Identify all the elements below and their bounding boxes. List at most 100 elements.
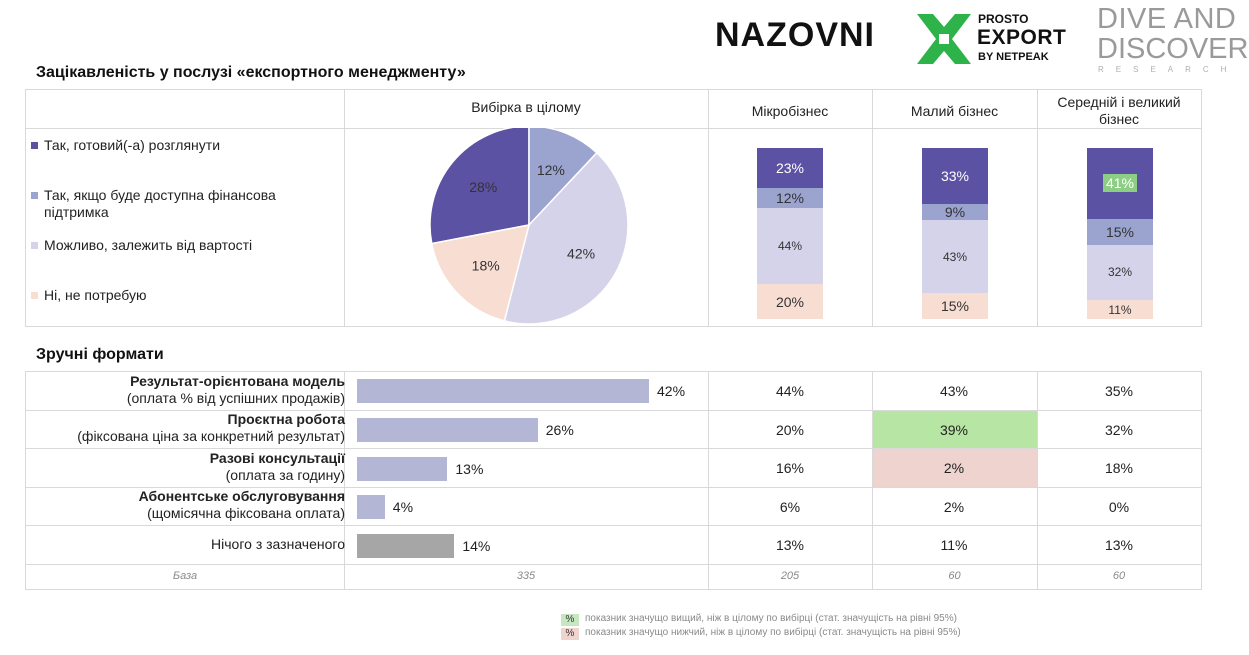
stacked-bar-label: 20% [775, 293, 805, 310]
prosto-export-mark-icon [917, 14, 971, 64]
stacked-bar-segment: 15% [922, 293, 988, 319]
format-row-label: Абонентське обслуговування (щомісячна фі… [139, 488, 345, 522]
grid-line [344, 89, 345, 327]
format-subtitle: (оплата за годину) [225, 467, 345, 483]
format-bar-label: 14% [462, 538, 491, 554]
grid-line [25, 371, 26, 590]
stacked-bar-segment: 23% [757, 148, 823, 188]
stacked-bar-segment: 32% [1087, 244, 1153, 300]
table-cell-value: 18% [1104, 460, 1134, 476]
base-label: База [172, 570, 198, 582]
stacked-bar-segment: 33% [922, 148, 988, 205]
stacked-bar-segment: 41% [1087, 148, 1153, 219]
prosto-line2: EXPORT [977, 26, 1067, 49]
dive-line3: RESEARCH [1098, 65, 1239, 74]
pie-slice-label: 18% [472, 258, 500, 274]
stacked-bar-label: 9% [944, 204, 966, 221]
stacked-bar-segment: 15% [1087, 218, 1153, 245]
grid-line [25, 564, 1202, 565]
table-cell-value: 43% [939, 383, 969, 399]
format-bar-label: 13% [455, 461, 484, 477]
table-cell-value: 6% [779, 499, 801, 515]
format-subtitle: Нічого з зазначеного [211, 536, 345, 552]
format-bar [357, 457, 448, 481]
format-row-label: Результат-орієнтована модель (оплата % в… [127, 373, 345, 407]
format-subtitle: (фіксована ціна за конкретний результат) [77, 428, 345, 444]
format-title: Результат-орієнтована модель [130, 373, 345, 389]
legend-label: Ні, не потребую [44, 287, 147, 303]
table-cell-value: 44% [775, 383, 805, 399]
format-title: Разові консультації [209, 450, 345, 466]
format-subtitle: (щомісячна фіксована оплата) [147, 505, 345, 521]
pie-slice-label: 28% [469, 179, 497, 195]
legend-swatch [31, 242, 38, 249]
significance-low-cell [873, 449, 1037, 487]
grid-line [708, 89, 709, 327]
grid-line [25, 525, 1202, 526]
format-bar [357, 495, 385, 519]
format-row-label: Нічого з зазначеного [211, 536, 345, 553]
grid-line [25, 589, 1202, 590]
section1-title: Зацікавленість у послузі «експортного ме… [36, 64, 466, 81]
format-bar [357, 418, 538, 442]
grid-line [25, 410, 1202, 411]
grid-line [25, 371, 1202, 372]
grid-line [25, 89, 26, 327]
format-bar-label: 42% [657, 383, 686, 399]
legend-swatch [31, 142, 38, 149]
format-row-label: Разові консультації (оплата за годину) [210, 450, 345, 484]
table-cell-value: 32% [1104, 422, 1134, 438]
stacked-bar-segment: 20% [757, 284, 823, 319]
base-total: 335 [516, 570, 536, 582]
table-cell-value: 2% [943, 460, 965, 476]
legend-swatch [31, 292, 38, 299]
pie-slice [430, 224, 531, 322]
note-higher-text: показник значущо вищий, ніж в цілому по … [585, 613, 957, 624]
format-bar [357, 379, 649, 403]
stacked-bar-label: 23% [775, 159, 805, 176]
format-subtitle: (оплата % від успішних продажів) [126, 390, 345, 406]
legend-item: Так, готовий(-а) розглянути [31, 137, 334, 154]
format-title: Проєктна робота [227, 411, 346, 427]
grid-line [1201, 371, 1202, 590]
grid-line [25, 128, 1202, 129]
table-cell-value: 39% [939, 422, 969, 438]
legend-item: Так, якщо буде доступна фінансова підтри… [31, 187, 334, 221]
base-medium-large: 60 [1112, 570, 1126, 582]
grid-line [1037, 371, 1038, 590]
table-cell-value: 16% [775, 460, 805, 476]
grid-line [25, 89, 1202, 90]
stacked-bar-segment: 11% [1087, 300, 1153, 319]
header-medium-large: Середній і великий бізнес [1057, 94, 1181, 127]
pie-slice [429, 128, 530, 245]
format-bar [357, 534, 455, 558]
header-micro: Мікробізнес [751, 103, 829, 119]
grid-line [1201, 89, 1202, 327]
stacked-bar-segment: 12% [757, 187, 823, 209]
table-cell-value: 20% [775, 422, 805, 438]
table-cell-value: 0% [1108, 499, 1130, 515]
base-small: 60 [948, 570, 961, 582]
grid-line [25, 326, 1202, 327]
grid-line [708, 371, 709, 590]
legend-label: Так, готовий(-а) розглянути [44, 137, 221, 153]
grid-line [1037, 89, 1038, 327]
legend-label: Так, якщо буде доступна фінансова підтри… [44, 187, 276, 220]
stacked-bar-label: 15% [1105, 223, 1135, 240]
note-higher-swatch: % [561, 614, 579, 626]
grid-line [872, 371, 873, 590]
legend-item: Ні, не потребую [31, 287, 334, 304]
pie-slice [503, 151, 629, 325]
base-micro: 205 [780, 570, 800, 582]
nazovni-logo-text: NAZOVNI [715, 16, 875, 54]
note-lower-text: показник значущо нижчий, ніж в цілому по… [585, 627, 961, 638]
grid-line [872, 89, 873, 327]
stacked-bar-label: 33% [940, 168, 970, 185]
stacked-bar-segment: 44% [757, 208, 823, 285]
legend-item: Можливо, залежить від вартості [31, 237, 334, 254]
stacked-bar-label: 32% [1107, 265, 1133, 280]
stacked-bar-label: 11% [1108, 302, 1132, 317]
table-cell-value: 13% [775, 537, 805, 553]
legend-label: Можливо, залежить від вартості [44, 237, 253, 253]
format-title: Абонентське обслуговування [138, 488, 345, 504]
